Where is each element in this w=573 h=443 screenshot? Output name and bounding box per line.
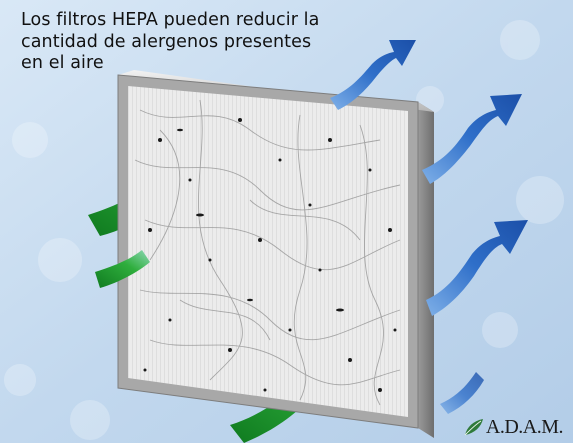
- hepa-filter: [117, 70, 434, 438]
- blue-arrow-4: [440, 372, 484, 414]
- background-texture: [4, 20, 564, 440]
- trapped-particles: [143, 118, 397, 392]
- filter-side: [418, 102, 434, 438]
- caption-line-1: Los filtros HEPA pueden reducir la: [21, 10, 320, 30]
- outgoing-air-arrows: [330, 40, 528, 414]
- adam-logo-text: A.D.A.M.: [485, 416, 564, 438]
- blue-arrow-1: [330, 40, 416, 110]
- filter-top: [118, 70, 434, 112]
- filter-mesh: [128, 86, 408, 417]
- incoming-air-arrows-front: [95, 250, 150, 288]
- caption-line-3: en el aire: [21, 53, 104, 73]
- caption: Los filtros HEPA pueden reducir la canti…: [21, 10, 361, 75]
- filter-fibers: [134, 99, 401, 406]
- blue-arrow-2: [422, 94, 522, 184]
- adam-logo: A.D.A.M.: [463, 413, 564, 438]
- caption-line-2: cantidad de alergenos presentes: [21, 31, 312, 52]
- green-arrow-4: [95, 250, 150, 288]
- blue-arrow-3: [426, 220, 528, 316]
- adam-leaf-icon: [464, 419, 483, 436]
